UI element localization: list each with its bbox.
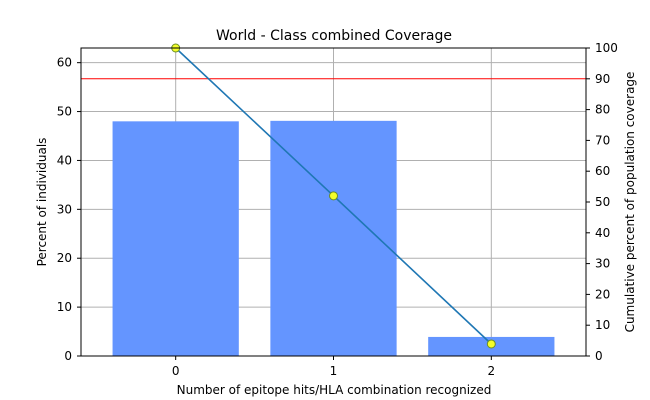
bar-0: [112, 121, 239, 356]
y2-tick-label-90: 90: [595, 72, 610, 86]
y-tick-label-0: 0: [64, 349, 72, 363]
cumulative-point-1: [329, 191, 338, 201]
y2-tick-label-100: 100: [595, 41, 618, 55]
x-axis-label: Number of epitope hits/HLA combination r…: [177, 383, 492, 397]
y2-tick-label-10: 10: [595, 318, 610, 332]
y2-tick-label-20: 20: [595, 287, 610, 301]
bar-1: [270, 120, 397, 356]
y-tick-label-40: 40: [57, 153, 72, 167]
y2-tick-label-50: 50: [595, 195, 610, 209]
x-tick-label-1: 1: [330, 364, 338, 378]
y2-tick-label-30: 30: [595, 257, 610, 271]
y2-ticks: 0 10 20 30 40 50 60 70 80 90 100: [586, 41, 618, 363]
y-axis-label: Percent of individuals: [35, 138, 49, 267]
cumulative-point-2: [486, 339, 496, 349]
y-tick-label-30: 30: [57, 202, 72, 216]
y2-axis-label: Cumulative percent of population coverag…: [623, 72, 637, 333]
y-tick-label-60: 60: [57, 56, 72, 70]
y2-tick-label-60: 60: [595, 164, 610, 178]
y2-tick-label-70: 70: [595, 133, 610, 147]
chart-title: World - Class combined Coverage: [216, 28, 452, 44]
y2-tick-label-80: 80: [595, 103, 610, 117]
y-tick-label-50: 50: [57, 105, 72, 119]
y-tick-label-20: 20: [57, 251, 72, 265]
bars: [112, 120, 555, 356]
y-tick-label-10: 10: [57, 300, 72, 314]
x-tick-label-0: 0: [172, 364, 180, 378]
y2-tick-label-0: 0: [595, 349, 603, 363]
y-ticks: 0 10 20 30 40 50 60: [57, 56, 81, 363]
y2-tick-label-40: 40: [595, 226, 610, 240]
x-tick-label-2: 2: [487, 364, 495, 378]
x-ticks: 0 1 2: [172, 356, 495, 378]
